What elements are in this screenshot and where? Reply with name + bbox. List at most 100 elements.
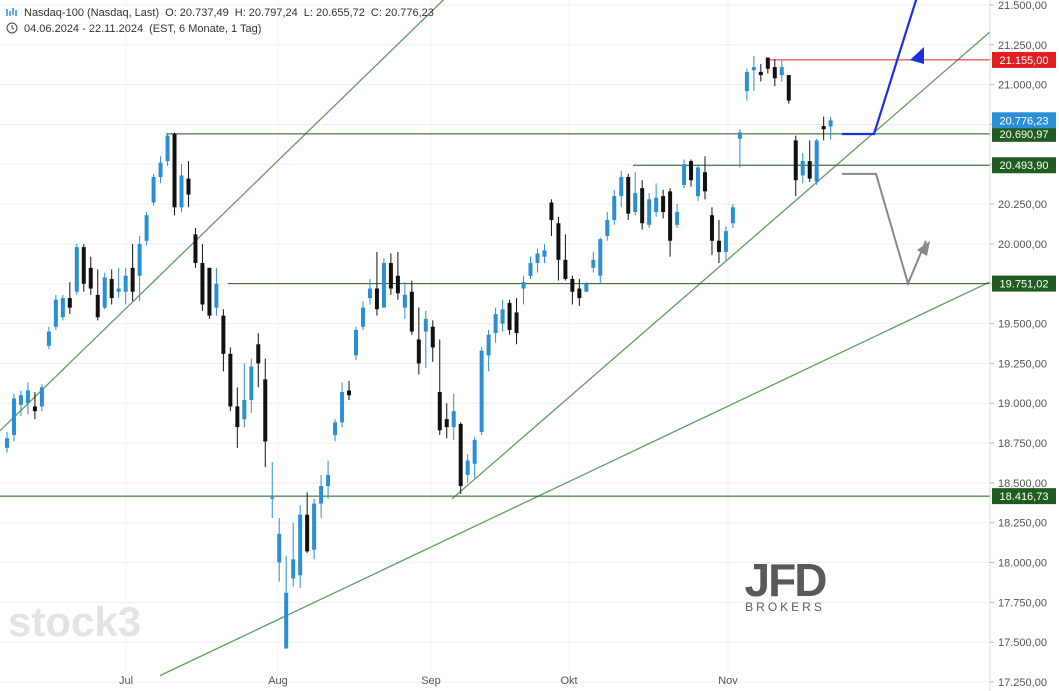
rising-support-line: [451, 31, 991, 500]
candle-body: [130, 267, 135, 292]
candle-body: [821, 126, 826, 130]
candle-body: [437, 392, 442, 431]
candle-body: [53, 299, 58, 327]
level-label-support: 19.751,02: [1000, 279, 1049, 291]
candle-body: [723, 231, 728, 252]
candle-body: [291, 559, 296, 579]
candle-body: [388, 263, 393, 289]
candle-body: [242, 400, 247, 420]
candle-body: [326, 474, 331, 487]
candle-body: [270, 497, 275, 499]
candle-body: [430, 326, 435, 348]
y-tick-label: 17.500,00: [998, 637, 1047, 649]
candle-body: [367, 288, 372, 299]
y-tick-label: 18.500,00: [998, 478, 1047, 490]
trend-lines: [0, 0, 991, 677]
horizontal-levels: [0, 59, 990, 497]
candle-body: [360, 307, 365, 327]
candle-body: [214, 283, 219, 308]
candle-body: [591, 259, 596, 268]
candle-body: [535, 253, 540, 264]
date-axis: Jul Aug Sep Okt Nov: [119, 675, 738, 687]
y-tick-label: 18.000,00: [998, 558, 1047, 570]
candle-body: [598, 239, 603, 276]
candle-body: [800, 161, 805, 176]
current-price-label: 20.776,23: [1000, 115, 1049, 127]
candle-body: [416, 339, 421, 364]
candle-body: [116, 288, 121, 292]
candle-body: [25, 390, 30, 404]
high-value: H: 20.797,24: [234, 7, 298, 19]
candle-body: [605, 220, 610, 236]
candle-body: [305, 514, 310, 552]
candle-body: [46, 331, 51, 346]
candle-body: [102, 277, 107, 308]
candles: [5, 55, 833, 649]
low-value: L: 20.655,72: [303, 7, 365, 19]
jfd-logo-main: JFD: [745, 554, 827, 606]
chart-settings: (EST, 6 Monate, 1 Tag): [149, 23, 262, 35]
candle-body: [312, 503, 317, 550]
candle-body: [60, 298, 65, 318]
candle-body: [689, 161, 694, 181]
watermarks: stock3 JFD BROKERS: [8, 554, 828, 645]
candle-body: [626, 177, 631, 214]
candle-body: [109, 278, 114, 299]
candle-body: [814, 140, 819, 182]
candle-body: [793, 140, 798, 181]
candle-body: [144, 215, 149, 241]
candle-body: [542, 250, 547, 257]
candle-body: [298, 514, 303, 576]
bullish-arrow-head: [910, 47, 924, 64]
x-tick-label: Okt: [560, 675, 577, 687]
candle-body: [675, 212, 680, 225]
candle-body: [423, 318, 428, 332]
candle-body: [661, 196, 666, 213]
y-tick-label: 19.250,00: [998, 358, 1047, 370]
candle-body: [200, 263, 205, 305]
y-tick-label: 21.500,00: [998, 0, 1047, 12]
candle-body: [521, 282, 526, 289]
candle-body: [472, 439, 477, 464]
x-tick-label: Jul: [119, 675, 133, 687]
y-tick-label: 19.500,00: [998, 319, 1047, 331]
candle-body: [465, 460, 470, 475]
level-label-resistance-bg: [992, 51, 1056, 68]
candle-body: [88, 267, 93, 289]
candle-body: [570, 278, 575, 292]
candle-body: [709, 215, 714, 241]
candle-body: [716, 240, 721, 252]
candle-body: [479, 350, 484, 432]
candle-body: [765, 57, 770, 69]
candle-body: [18, 395, 23, 405]
candle-body: [5, 438, 9, 448]
x-tick-label: Nov: [718, 675, 738, 687]
header-ohlc: Nasdaq-100 (Nasdaq, Last) O: 20.737,49 H: …: [6, 6, 440, 19]
candle-body: [696, 167, 701, 197]
level-label-support: 20.493,90: [1000, 160, 1049, 172]
y-tick-label: 18.250,00: [998, 518, 1047, 530]
candle-body: [779, 67, 784, 76]
candle-body: [549, 202, 554, 221]
candle-body: [186, 178, 191, 195]
candle-body: [528, 263, 533, 276]
candle-body: [514, 312, 519, 334]
candle-body: [828, 120, 833, 127]
candle-body: [137, 243, 142, 276]
stock3-watermark: stock3: [8, 598, 141, 645]
candle-body: [32, 406, 37, 412]
x-tick-label: Sep: [421, 675, 441, 687]
y-tick-label: 21.250,00: [998, 40, 1047, 52]
candle-body: [340, 392, 345, 423]
level-label-support-bg: [992, 125, 1056, 142]
candle-body: [354, 329, 358, 356]
candle-body: [402, 294, 407, 308]
candle-body: [319, 486, 324, 504]
candle-body: [179, 175, 184, 208]
candle-body: [758, 71, 763, 76]
candle-body: [786, 75, 791, 101]
chart-type-icon: [6, 6, 18, 18]
y-tick-label: 18.750,00: [998, 438, 1047, 450]
candle-body: [74, 247, 79, 292]
